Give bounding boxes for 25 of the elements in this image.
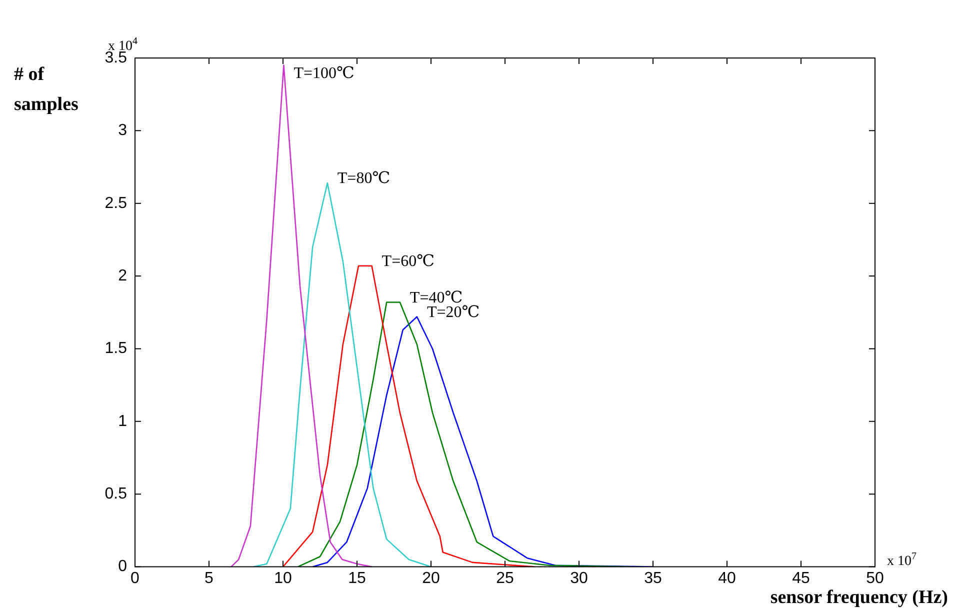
y-axis-title: # of samples: [14, 64, 78, 115]
x-tick-label: 45: [792, 570, 810, 587]
series-label: T=20℃: [426, 304, 480, 321]
x-tick-label: 35: [644, 570, 662, 587]
x-axis-title: sensor frequency (Hz): [770, 587, 948, 608]
x-tick-label: 40: [718, 570, 736, 587]
x-tick-label: 30: [570, 570, 588, 587]
x-tick-label: 15: [348, 570, 366, 587]
series-label: T=100℃: [294, 65, 354, 82]
series-label: T=80℃: [337, 170, 390, 188]
x-tick-label: 5: [204, 570, 214, 587]
x-tick-label: 20: [422, 570, 440, 587]
x-tick-label: 10: [274, 570, 292, 587]
y-tick-label: 2.5: [104, 194, 128, 212]
series-label: T=40℃: [410, 289, 463, 306]
y-tick-label: 1: [118, 412, 128, 430]
y-tick-label: 2: [118, 267, 128, 284]
y-tick-label: 0: [118, 558, 128, 576]
y-tick-label: 0.5: [104, 486, 128, 503]
y-tick-label: 3: [118, 122, 128, 140]
x-tick-label: 50: [866, 570, 884, 587]
x-tick-label: 0: [130, 570, 140, 587]
x-tick-label: 25: [496, 570, 514, 587]
series-label: T=60℃: [382, 253, 435, 270]
y-tick-label: 1.5: [104, 340, 128, 358]
